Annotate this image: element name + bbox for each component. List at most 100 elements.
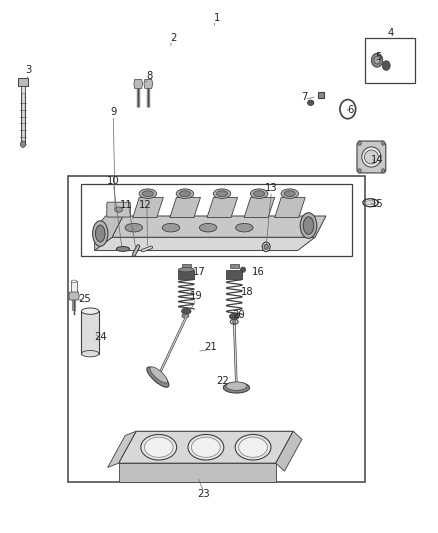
- Polygon shape: [95, 216, 123, 251]
- Ellipse shape: [150, 367, 168, 383]
- Text: 4: 4: [388, 28, 394, 38]
- Bar: [21, 86, 25, 93]
- Bar: [68, 176, 365, 482]
- Text: 10: 10: [107, 176, 120, 187]
- Ellipse shape: [254, 191, 265, 197]
- Bar: [18, 78, 28, 86]
- Ellipse shape: [162, 223, 180, 232]
- Bar: [230, 264, 239, 268]
- Polygon shape: [108, 431, 136, 467]
- Circle shape: [20, 141, 25, 148]
- Bar: [81, 184, 352, 256]
- Ellipse shape: [180, 191, 191, 197]
- Polygon shape: [134, 79, 143, 88]
- Text: 23: 23: [198, 489, 210, 499]
- Ellipse shape: [303, 217, 314, 235]
- Ellipse shape: [364, 150, 378, 164]
- Text: 2: 2: [170, 33, 177, 43]
- Ellipse shape: [230, 313, 239, 320]
- Bar: [318, 92, 324, 98]
- Ellipse shape: [71, 280, 77, 282]
- Circle shape: [358, 168, 361, 173]
- Ellipse shape: [365, 200, 376, 205]
- Ellipse shape: [92, 221, 108, 246]
- Ellipse shape: [95, 225, 105, 242]
- Ellipse shape: [141, 434, 177, 460]
- Text: 22: 22: [216, 376, 229, 386]
- Text: 24: 24: [94, 332, 106, 342]
- FancyBboxPatch shape: [107, 202, 131, 217]
- Bar: [71, 281, 77, 292]
- Ellipse shape: [176, 189, 194, 198]
- Polygon shape: [119, 463, 276, 482]
- Ellipse shape: [139, 189, 156, 198]
- Polygon shape: [275, 197, 305, 217]
- Bar: [365, 38, 416, 83]
- Bar: [182, 264, 191, 268]
- Polygon shape: [207, 197, 237, 217]
- Text: 3: 3: [25, 65, 32, 75]
- Text: 16: 16: [252, 267, 265, 277]
- Circle shape: [374, 56, 380, 64]
- Ellipse shape: [147, 367, 169, 387]
- Ellipse shape: [199, 223, 217, 232]
- Circle shape: [233, 320, 236, 324]
- Ellipse shape: [239, 437, 268, 457]
- Ellipse shape: [181, 308, 191, 314]
- Circle shape: [382, 61, 390, 70]
- Text: 21: 21: [204, 342, 217, 352]
- Ellipse shape: [117, 247, 130, 252]
- Circle shape: [262, 242, 270, 252]
- Polygon shape: [170, 197, 201, 217]
- Text: 17: 17: [193, 267, 206, 277]
- Polygon shape: [95, 237, 315, 251]
- Text: 8: 8: [146, 71, 152, 81]
- Text: 1: 1: [214, 13, 220, 23]
- Polygon shape: [244, 197, 275, 217]
- Text: 7: 7: [301, 92, 307, 102]
- Polygon shape: [69, 292, 79, 300]
- Ellipse shape: [115, 207, 123, 212]
- Ellipse shape: [81, 351, 99, 357]
- Bar: [81, 311, 99, 354]
- Ellipse shape: [281, 189, 298, 198]
- Ellipse shape: [226, 382, 247, 390]
- Text: 5: 5: [375, 52, 381, 61]
- Text: 19: 19: [190, 290, 203, 301]
- Polygon shape: [119, 431, 293, 463]
- Ellipse shape: [235, 434, 271, 460]
- Ellipse shape: [182, 314, 189, 318]
- Ellipse shape: [240, 267, 246, 272]
- Ellipse shape: [307, 100, 314, 106]
- Text: 15: 15: [371, 199, 383, 209]
- Polygon shape: [357, 141, 386, 173]
- Text: 20: 20: [232, 310, 245, 320]
- Ellipse shape: [223, 382, 250, 393]
- Ellipse shape: [284, 191, 295, 197]
- Polygon shape: [133, 197, 163, 217]
- Text: 25: 25: [78, 294, 91, 304]
- Ellipse shape: [125, 223, 143, 232]
- Text: 9: 9: [110, 107, 117, 117]
- Ellipse shape: [145, 437, 173, 457]
- Circle shape: [381, 168, 385, 173]
- Polygon shape: [144, 79, 152, 88]
- Ellipse shape: [362, 147, 381, 167]
- Text: 13: 13: [265, 183, 278, 193]
- Ellipse shape: [142, 191, 153, 197]
- Ellipse shape: [188, 434, 224, 460]
- Circle shape: [381, 141, 385, 146]
- Circle shape: [264, 244, 268, 249]
- Text: 14: 14: [371, 155, 383, 165]
- Circle shape: [371, 53, 383, 67]
- Polygon shape: [112, 216, 326, 237]
- Ellipse shape: [300, 213, 317, 238]
- Bar: [226, 270, 242, 279]
- Ellipse shape: [217, 191, 227, 197]
- Ellipse shape: [236, 223, 253, 232]
- Text: 11: 11: [120, 200, 133, 211]
- Bar: [178, 270, 194, 279]
- Ellipse shape: [191, 437, 220, 457]
- Ellipse shape: [251, 189, 268, 198]
- Text: 12: 12: [138, 200, 151, 211]
